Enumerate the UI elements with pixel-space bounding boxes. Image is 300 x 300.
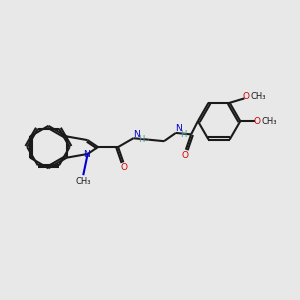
- Text: O: O: [254, 117, 261, 126]
- Text: CH₃: CH₃: [76, 177, 91, 186]
- Text: CH₃: CH₃: [250, 92, 266, 101]
- Text: N: N: [176, 124, 182, 133]
- Text: O: O: [243, 92, 250, 101]
- Text: CH₃: CH₃: [261, 117, 277, 126]
- Text: O: O: [121, 163, 128, 172]
- Text: H: H: [180, 130, 187, 139]
- Text: H: H: [139, 135, 145, 144]
- Text: N: N: [133, 130, 140, 139]
- Text: N: N: [83, 150, 90, 159]
- Text: O: O: [182, 151, 189, 160]
